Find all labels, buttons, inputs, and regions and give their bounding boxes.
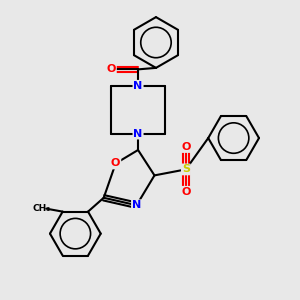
Text: N: N xyxy=(134,129,143,139)
Text: S: S xyxy=(182,164,190,174)
Text: CH₃: CH₃ xyxy=(33,204,51,213)
Text: O: O xyxy=(106,64,116,74)
Text: N: N xyxy=(134,81,143,91)
Text: O: O xyxy=(181,142,190,152)
Text: N: N xyxy=(132,200,141,210)
Text: O: O xyxy=(111,158,120,168)
Text: O: O xyxy=(181,187,190,197)
